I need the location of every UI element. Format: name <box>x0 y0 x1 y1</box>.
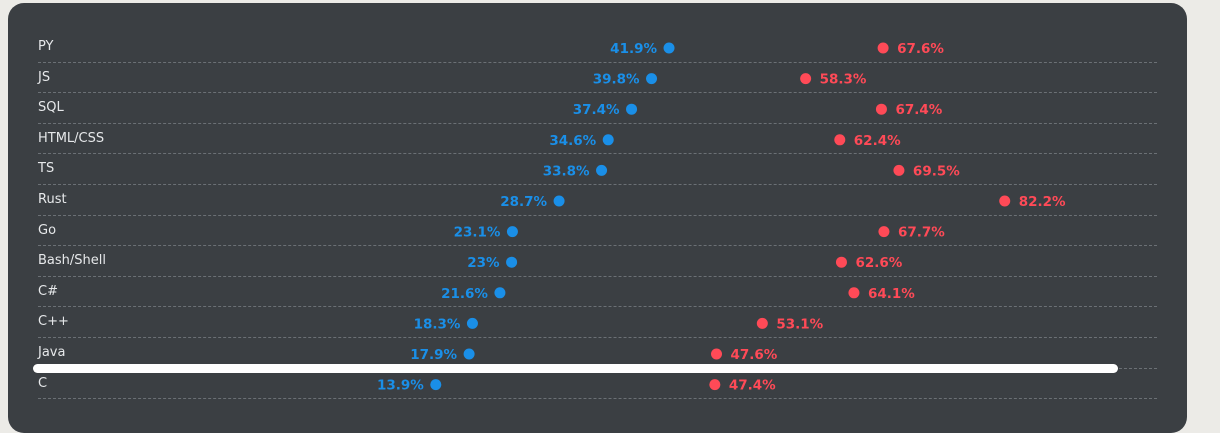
high-value-label: 53.1% <box>776 316 823 332</box>
low-point <box>494 287 506 299</box>
high-value-label: 67.4% <box>895 102 942 118</box>
horizontal-scrollbar-thumb[interactable] <box>33 364 1118 373</box>
category-label: Bash/Shell <box>38 253 106 269</box>
low-value-label: 13.9% <box>377 378 424 394</box>
category-label: C# <box>38 283 58 299</box>
low-point <box>626 103 638 115</box>
low-point <box>506 256 518 268</box>
low-value-label: 41.9% <box>610 41 657 57</box>
category-label: SQL <box>38 100 64 116</box>
chart-row: Go <box>38 216 1157 247</box>
low-point <box>553 195 565 207</box>
high-point <box>756 317 768 329</box>
chart-row: SQL <box>38 93 1157 124</box>
category-label: JS <box>38 69 51 85</box>
low-value-label: 37.4% <box>573 102 620 118</box>
chart-row: C <box>38 369 1157 400</box>
chart-row: C# <box>38 277 1157 308</box>
high-value-label: 47.4% <box>729 378 776 394</box>
high-value-label: 67.7% <box>898 225 945 241</box>
high-point <box>878 226 890 238</box>
high-value-label: 64.1% <box>868 286 915 302</box>
low-value-label: 33.8% <box>543 163 590 179</box>
low-point <box>463 348 475 360</box>
high-point <box>835 256 847 268</box>
low-point <box>602 134 614 146</box>
low-value-label: 23.1% <box>454 225 501 241</box>
high-value-label: 58.3% <box>820 72 867 88</box>
high-point <box>711 348 723 360</box>
high-value-label: 62.6% <box>855 255 902 271</box>
high-point <box>800 73 812 85</box>
high-point <box>848 287 860 299</box>
high-point <box>834 134 846 146</box>
chart-card <box>8 3 1187 433</box>
low-value-label: 28.7% <box>500 194 547 210</box>
high-value-label: 67.6% <box>897 41 944 57</box>
chart-row: TS <box>38 154 1157 185</box>
chart-row: PY <box>38 32 1157 63</box>
category-label: C++ <box>38 314 69 330</box>
high-point <box>877 42 889 54</box>
category-label: Go <box>38 222 57 238</box>
low-point <box>466 317 478 329</box>
high-value-label: 62.4% <box>854 133 901 149</box>
chart-row: C++ <box>38 307 1157 338</box>
category-label: Rust <box>38 192 67 207</box>
dumbbell-chart: 41.9% 67.6% 39.8% 58.3% 37.4% 67.4% 34.6% 62.4%… <box>377 41 1066 394</box>
category-label: PY <box>38 39 54 54</box>
low-point <box>663 42 675 54</box>
category-label: HTML/CSS <box>38 130 105 146</box>
low-value-label: 39.8% <box>593 72 640 88</box>
high-point <box>999 195 1011 207</box>
low-point <box>596 164 608 176</box>
low-value-label: 21.6% <box>441 286 488 302</box>
high-point <box>893 164 905 176</box>
low-point <box>506 226 518 238</box>
high-point <box>709 379 721 391</box>
high-value-label: 69.5% <box>913 163 960 179</box>
low-value-label: 18.3% <box>414 316 461 332</box>
high-value-label: 47.6% <box>731 347 778 363</box>
high-value-label: 82.2% <box>1019 194 1066 210</box>
low-point <box>430 379 442 391</box>
chart-row: HTML/CSS <box>38 124 1157 155</box>
chart-row: JS <box>38 63 1157 94</box>
category-label: Java <box>38 345 66 360</box>
high-point <box>875 103 887 115</box>
chart-row: Bash/Shell <box>38 246 1157 277</box>
category-label: C <box>38 375 48 391</box>
low-value-label: 23% <box>467 255 500 271</box>
low-point <box>646 73 658 85</box>
category-label: TS <box>38 161 55 177</box>
chart-row: Rust <box>38 185 1157 216</box>
low-value-label: 17.9% <box>410 347 457 363</box>
low-value-label: 34.6% <box>549 133 596 149</box>
